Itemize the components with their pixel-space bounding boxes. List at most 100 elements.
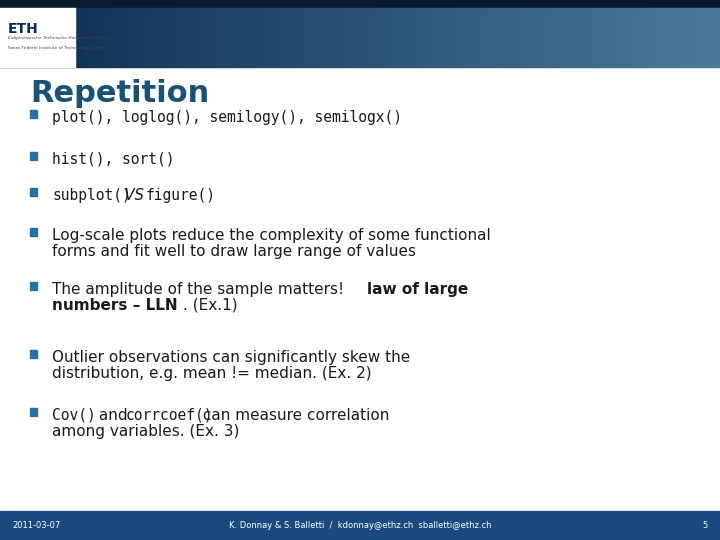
Bar (116, 8, 117, 67)
Bar (365, 8, 366, 67)
Bar (76, 8, 77, 67)
Bar (92, 8, 93, 67)
Bar (134, 8, 135, 67)
Bar (22, 8, 23, 67)
Bar (239, 8, 240, 67)
Bar (536, 8, 537, 67)
Bar (159, 8, 160, 67)
Bar (200, 8, 201, 67)
Bar (518, 8, 519, 67)
Bar (548, 8, 549, 67)
Bar (514, 8, 515, 67)
Bar (416, 8, 417, 67)
Bar (616, 8, 617, 67)
Bar (87, 8, 88, 67)
Bar (237, 8, 238, 67)
Text: . (Ex.1): . (Ex.1) (183, 298, 238, 313)
Bar (657, 8, 658, 67)
Bar (275, 8, 276, 67)
Bar (567, 8, 568, 67)
Bar (204, 8, 205, 67)
Bar (546, 8, 547, 67)
Bar (215, 8, 216, 67)
Bar (266, 8, 267, 67)
Bar (664, 8, 665, 67)
Bar (273, 8, 274, 67)
Bar (370, 8, 371, 67)
Bar (30, 350, 37, 358)
Bar (312, 8, 313, 67)
Bar (1, 8, 2, 67)
Bar (183, 8, 184, 67)
Bar (66, 8, 67, 67)
Bar (16, 8, 17, 67)
Bar (349, 8, 350, 67)
Bar (162, 8, 163, 67)
Bar (560, 8, 561, 67)
Bar (355, 8, 356, 67)
Bar (621, 8, 622, 67)
Bar (0, 0, 720, 8)
Bar (230, 8, 231, 67)
Bar (508, 8, 509, 67)
Bar (166, 8, 167, 67)
Bar (652, 8, 653, 67)
Bar (614, 8, 615, 67)
Bar (506, 8, 507, 67)
Bar (709, 8, 710, 67)
Bar (268, 8, 269, 67)
Bar (661, 8, 662, 67)
Bar (603, 8, 604, 67)
Bar (572, 8, 573, 67)
Bar (19, 8, 20, 67)
Bar (262, 8, 263, 67)
Bar (449, 8, 450, 67)
Bar (442, 8, 443, 67)
Bar (38, 8, 39, 67)
Bar (525, 8, 526, 67)
Bar (235, 8, 236, 67)
Text: VS: VS (120, 188, 148, 203)
Bar (179, 8, 180, 67)
Bar (490, 8, 491, 67)
Bar (188, 8, 189, 67)
Bar (624, 8, 625, 67)
Bar (534, 8, 535, 67)
Bar (335, 8, 336, 67)
Bar (647, 8, 648, 67)
Bar (528, 8, 529, 67)
Text: 5: 5 (703, 521, 708, 530)
Bar (420, 8, 421, 67)
Bar (710, 8, 711, 67)
Bar (556, 8, 557, 67)
Bar (663, 8, 664, 67)
Bar (290, 8, 291, 67)
Bar (372, 8, 373, 67)
Bar (232, 8, 233, 67)
Bar (446, 8, 447, 67)
Bar (124, 8, 125, 67)
Bar (91, 8, 92, 67)
Bar (441, 8, 442, 67)
Bar (73, 8, 74, 67)
Bar (637, 8, 638, 67)
Bar (590, 8, 591, 67)
Bar (374, 8, 375, 67)
Bar (107, 8, 108, 67)
Bar (538, 8, 539, 67)
Bar (8, 8, 9, 67)
Bar (383, 8, 384, 67)
Bar (173, 8, 174, 67)
Bar (459, 8, 460, 67)
Bar (128, 8, 129, 67)
Bar (419, 8, 420, 67)
Bar (712, 8, 713, 67)
Bar (564, 8, 565, 67)
Bar (43, 8, 44, 67)
Text: forms and fit well to draw large range of values: forms and fit well to draw large range o… (52, 244, 416, 259)
Bar (288, 8, 289, 67)
Bar (30, 8, 31, 67)
Bar (98, 8, 99, 67)
Bar (306, 8, 307, 67)
Bar (269, 8, 270, 67)
